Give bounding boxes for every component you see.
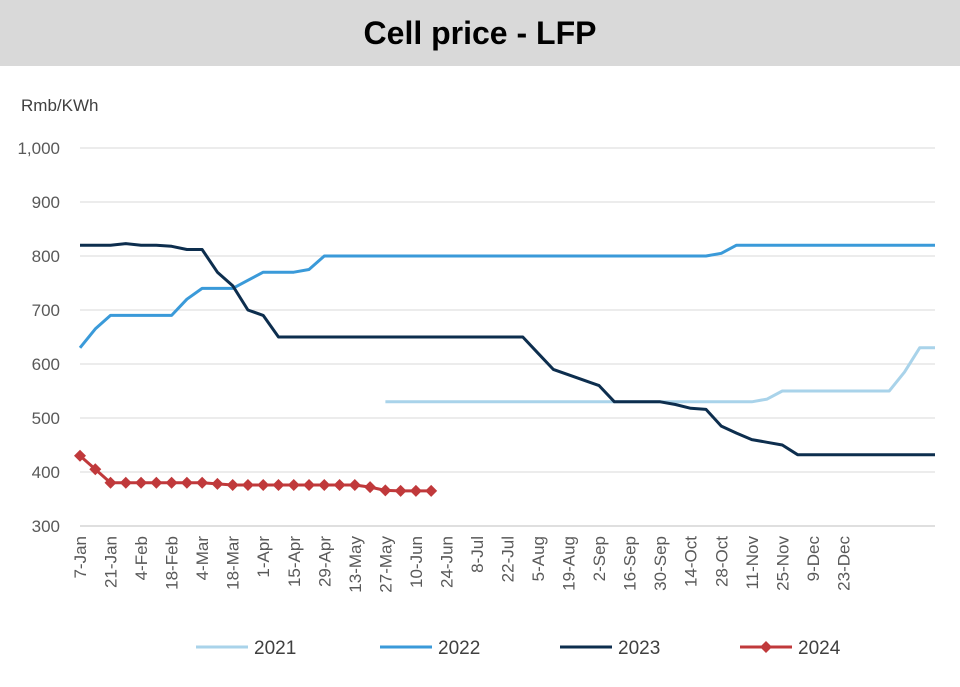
series-2024-marker: [119, 476, 132, 489]
legend-label-2023: 2023: [618, 638, 660, 659]
x-tick-label: 16-Sep: [621, 536, 640, 591]
y-tick-label: 500: [32, 409, 60, 428]
y-tick-label: 1,000: [17, 139, 60, 158]
y-axis-unit-label: Rmb/KWh: [21, 96, 98, 115]
y-tick-label: 400: [32, 463, 60, 482]
series-2024-marker: [196, 476, 209, 489]
series-2024-marker: [272, 478, 285, 491]
x-tick-label: 23-Dec: [834, 536, 853, 591]
y-gridlines: [80, 147, 935, 527]
x-tick-label: 8-Jul: [468, 536, 487, 573]
y-tick-label: 800: [32, 247, 60, 266]
series-2021-line: [385, 346, 935, 404]
x-tick-label: 7-Jan: [71, 536, 90, 579]
series-2024-marker: [74, 449, 86, 462]
series-2024-marker: [180, 476, 193, 489]
x-tick-label: 10-Jun: [407, 536, 426, 588]
x-tick-label: 14-Oct: [682, 536, 701, 587]
x-tick-label: 18-Feb: [163, 536, 182, 590]
series-2022-line: [78, 243, 935, 349]
y-axis-ticks: 300 400 500 600 700 800 900 1,000: [17, 139, 60, 536]
x-tick-label: 22-Jul: [499, 536, 518, 582]
series-2024-marker: [89, 463, 102, 476]
x-tick-label: 4-Mar: [193, 536, 212, 581]
x-tick-label: 4-Feb: [132, 536, 151, 580]
series-2024-marker: [425, 484, 438, 497]
x-tick-label: 25-Nov: [773, 536, 792, 591]
series-2024-marker: [165, 476, 178, 489]
series-2024-marker: [333, 478, 346, 491]
series-2023-line: [80, 242, 935, 457]
legend-marker-2024: [760, 641, 772, 653]
x-tick-label: 29-Apr: [315, 536, 334, 587]
series-2024-marker: [409, 484, 422, 497]
x-tick-label: 18-Mar: [224, 536, 243, 590]
x-tick-label: 1-Apr: [254, 536, 273, 578]
x-tick-label: 21-Jan: [102, 536, 121, 588]
x-tick-label: 27-May: [376, 536, 395, 593]
y-tick-label: 700: [32, 301, 60, 320]
y-tick-label: 600: [32, 355, 60, 374]
series-2024-marker: [257, 478, 270, 491]
x-tick-label: 19-Aug: [560, 536, 579, 591]
x-tick-label: 28-Oct: [712, 536, 731, 587]
chart-title: Cell price - LFP: [363, 14, 597, 51]
x-axis-ticks: 7-Jan 21-Jan 4-Feb 18-Feb 4-Mar 18-Mar 1-Apr 15…: [71, 536, 853, 593]
y-tick-label: 300: [32, 517, 60, 536]
series-2024-marker: [241, 478, 254, 491]
series-2024-marker: [211, 477, 224, 490]
legend-label-2024: 2024: [798, 638, 841, 659]
series-2024-marker: [135, 476, 148, 489]
series-2024-marker: [394, 484, 407, 497]
series-2024-marker: [348, 478, 361, 491]
x-tick-label: 5-Aug: [529, 536, 548, 581]
chart-title-bar: Cell price - LFP: [0, 0, 960, 66]
series-2024-marker: [226, 478, 239, 491]
legend: 2021 2022 2023 2024: [196, 638, 841, 659]
x-tick-label: 2-Sep: [590, 536, 609, 581]
series-2024-marker: [379, 484, 392, 497]
series-2024-marker: [104, 476, 117, 489]
series-2024-marker: [287, 478, 300, 491]
series-2024-marker: [318, 478, 331, 491]
series-2024-marker: [150, 476, 163, 489]
x-tick-label: 15-Apr: [285, 536, 304, 587]
series-2024-line: [79, 454, 432, 493]
x-tick-label: 9-Dec: [804, 536, 823, 582]
legend-label-2021: 2021: [254, 638, 296, 659]
x-tick-label: 11-Nov: [743, 536, 762, 590]
legend-label-2022: 2022: [438, 638, 480, 659]
series-2024-marker: [303, 478, 316, 491]
x-tick-label: 30-Sep: [651, 536, 670, 591]
x-tick-label: 24-Jun: [437, 536, 456, 588]
x-tick-label: 13-May: [346, 536, 365, 593]
series-2024-marker: [364, 481, 377, 494]
series-lines: [74, 242, 935, 497]
y-tick-label: 900: [32, 193, 60, 212]
